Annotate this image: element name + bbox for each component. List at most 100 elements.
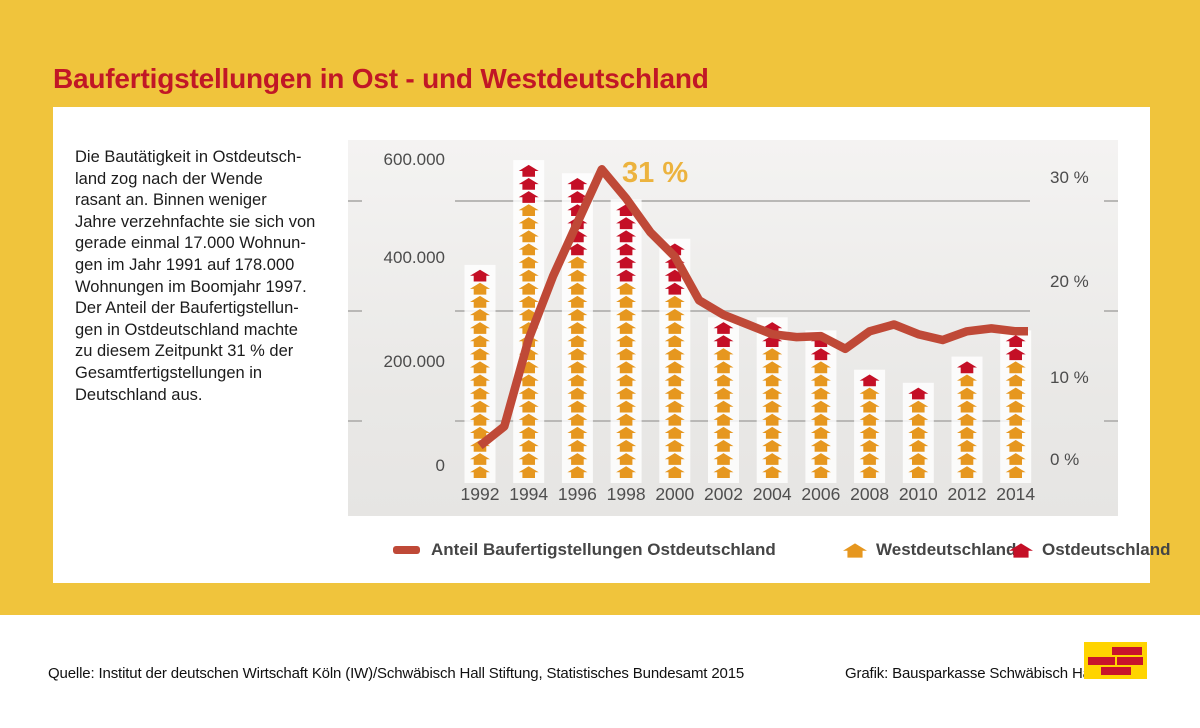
x-axis-label: 2006 <box>801 484 840 504</box>
house-icon-west <box>567 413 588 426</box>
house-icon-west <box>762 400 783 413</box>
legend-label: Westdeutschland <box>876 540 1017 559</box>
house-icon-west <box>567 426 588 439</box>
house-icon-west <box>664 466 685 478</box>
house-icon-west <box>664 426 685 439</box>
column-strip <box>854 369 886 483</box>
house-icon-west <box>616 348 637 361</box>
x-axis-label: 1998 <box>607 484 646 504</box>
house-icon-west <box>470 374 490 387</box>
house-icon-west <box>567 282 588 295</box>
house-icon-west <box>762 361 783 374</box>
x-axis-label: 2012 <box>948 484 987 504</box>
house-icon-west <box>567 295 588 308</box>
house-icon-west <box>664 374 685 387</box>
house-icon-east <box>1009 542 1033 558</box>
legend-item-share-line: Anteil Baufertigstellungen Ostdeutschlan… <box>393 535 776 565</box>
house-icon-west <box>713 453 734 465</box>
source-note: Quelle: Institut der deutschen Wirtschaf… <box>48 665 745 682</box>
left-axis-label: 200.000 <box>384 352 445 371</box>
house-icon-west <box>859 466 880 478</box>
house-icon-west <box>859 440 880 452</box>
left-axis-label: 0 <box>436 456 445 475</box>
left-axis-label: 400.000 <box>384 248 445 267</box>
house-icon-west <box>1005 426 1026 439</box>
right-axis-label: 10 % <box>1050 368 1089 387</box>
x-axis-label: 2002 <box>704 484 743 504</box>
house-icon-west <box>1005 361 1026 374</box>
house-icon-west <box>470 322 490 334</box>
logo-brick <box>1101 667 1131 675</box>
page-title: Baufertigstellungen in Ost - und Westdeu… <box>53 62 709 94</box>
house-icon-west <box>713 426 734 439</box>
house-icon-west <box>713 466 734 478</box>
house-icon-west <box>616 413 637 426</box>
house-icon-west <box>616 400 637 413</box>
house-icon-west <box>470 348 490 361</box>
credit-note: Grafik: Bausparkasse Schwäbisch Hall <box>845 665 1098 682</box>
house-icon-east <box>616 269 637 282</box>
house-icon-west <box>518 453 539 465</box>
house-icon-west <box>664 440 685 452</box>
house-icon-west <box>1005 440 1026 452</box>
house-icon-west <box>567 387 588 400</box>
x-axis-label: 1996 <box>558 484 597 504</box>
house-icon-west <box>859 387 880 400</box>
house-icon-west <box>567 453 588 465</box>
house-icon-west <box>518 243 539 256</box>
house-icon-west <box>664 387 685 400</box>
house-icon-east <box>713 335 734 347</box>
legend-label: Anteil Baufertigstellungen Ostdeutschlan… <box>431 540 776 559</box>
house-icon-east <box>810 348 831 361</box>
house-icon-west <box>616 453 637 465</box>
house-icon-west <box>518 295 539 308</box>
house-icon-west <box>567 322 588 334</box>
house-icon-west <box>713 374 734 387</box>
content-panel: Die Bautätigkeit in Ostdeutsch-land zog … <box>53 107 1170 583</box>
house-icon-west <box>470 335 490 347</box>
line-swatch <box>393 546 420 554</box>
house-icon-west <box>859 426 880 439</box>
house-icon-west <box>810 413 831 426</box>
house-icon-east <box>713 322 734 334</box>
house-icon-west <box>470 361 490 374</box>
house-icon-west <box>908 453 929 465</box>
house-icon-west <box>616 374 637 387</box>
house-icon-east <box>567 243 588 256</box>
house-icon-west <box>810 440 831 452</box>
house-icon-west <box>664 322 685 334</box>
house-icon-west <box>664 413 685 426</box>
house-icon-west <box>713 400 734 413</box>
house-icon-east <box>518 164 539 177</box>
legend-label: Ostdeutschland <box>1042 540 1171 559</box>
house-icon-east <box>616 204 637 216</box>
x-axis-label: 2008 <box>850 484 889 504</box>
house-icon-west <box>859 400 880 413</box>
house-icon-east <box>567 191 588 203</box>
house-icon-east <box>664 269 685 282</box>
house-icon-west <box>567 400 588 413</box>
house-icon-west <box>518 387 539 400</box>
house-icon-east <box>616 230 637 243</box>
house-icon-west <box>470 453 490 465</box>
house-icon-west <box>664 453 685 465</box>
house-icon-west <box>518 374 539 387</box>
house-icon-west <box>762 466 783 478</box>
house-icon-east <box>616 256 637 269</box>
house-icon-west <box>518 466 539 478</box>
house-icon-west <box>518 230 539 243</box>
house-icon-west <box>470 295 490 308</box>
house-icon-west <box>518 413 539 426</box>
house-icon-west <box>762 387 783 400</box>
house-icon-west <box>470 440 490 452</box>
house-icon-west <box>616 361 637 374</box>
house-icon-east <box>567 178 588 190</box>
house-icon-west <box>762 426 783 439</box>
house-icon-west <box>1005 374 1026 387</box>
house-icon-west <box>616 426 637 439</box>
house-icon-west <box>470 387 490 400</box>
right-axis-label: 20 % <box>1050 272 1089 291</box>
house-icon-west <box>843 542 867 558</box>
house-icon-west <box>810 400 831 413</box>
